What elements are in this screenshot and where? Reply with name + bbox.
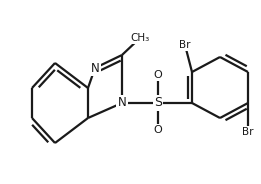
- Text: O: O: [154, 70, 162, 80]
- Text: S: S: [154, 96, 162, 109]
- Text: N: N: [118, 96, 126, 109]
- Text: CH₃: CH₃: [130, 33, 150, 43]
- Text: Br: Br: [179, 40, 191, 50]
- Text: O: O: [154, 125, 162, 135]
- Text: Br: Br: [242, 127, 254, 137]
- Text: N: N: [91, 61, 99, 75]
